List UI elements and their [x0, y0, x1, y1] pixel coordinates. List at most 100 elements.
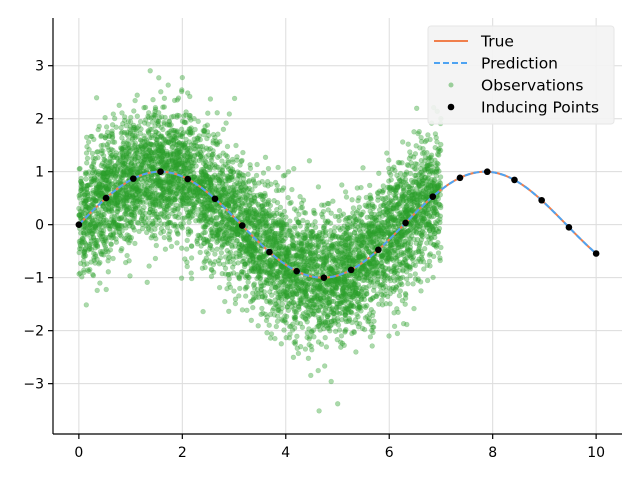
observation-point — [239, 157, 245, 164]
observation-point — [344, 246, 351, 252]
observation-point — [273, 323, 279, 330]
observation-point — [307, 248, 313, 254]
observation-point — [87, 222, 93, 228]
observation-point — [232, 300, 239, 307]
observation-point — [275, 164, 281, 171]
observation-point — [246, 243, 253, 249]
observation-point — [395, 221, 401, 227]
observation-point — [284, 313, 290, 320]
observation-point — [400, 139, 406, 145]
observation-point — [383, 301, 389, 307]
observation-point — [83, 242, 90, 248]
observation-point — [224, 247, 230, 254]
observation-point — [130, 140, 136, 147]
observation-point — [250, 178, 257, 184]
observation-point — [336, 207, 343, 214]
observation-point — [186, 154, 193, 161]
observation-point — [313, 302, 320, 308]
observation-point — [204, 175, 210, 182]
observation-point — [392, 255, 399, 261]
observation-point — [342, 277, 348, 283]
observation-point — [249, 259, 256, 266]
observation-point — [189, 243, 195, 250]
observation-point — [424, 161, 431, 167]
observation-point — [227, 254, 233, 260]
observation-point — [262, 208, 269, 215]
observation-point — [330, 310, 337, 317]
observation-point — [285, 249, 291, 255]
observation-point — [242, 234, 248, 240]
observation-point — [165, 82, 171, 88]
observation-point — [298, 280, 304, 286]
observation-point — [392, 185, 398, 191]
observation-point — [238, 210, 245, 216]
observation-point — [216, 261, 223, 267]
observation-point — [223, 196, 229, 202]
observation-point — [412, 172, 418, 179]
observation-point — [367, 208, 373, 215]
observation-point — [393, 238, 399, 244]
observation-point — [418, 254, 425, 260]
observation-point — [396, 282, 402, 288]
observation-point — [338, 300, 345, 306]
observation-point — [425, 166, 431, 173]
observation-point — [370, 309, 376, 315]
observation-point — [120, 162, 126, 168]
observation-point — [122, 259, 129, 266]
observation-point — [351, 230, 358, 236]
observation-point — [219, 219, 226, 225]
observation-point — [285, 169, 292, 175]
observation-point — [132, 97, 138, 104]
observation-point — [353, 349, 359, 355]
observation-point — [410, 179, 416, 186]
observation-point — [342, 296, 349, 302]
observation-point — [233, 142, 239, 149]
observation-point — [80, 258, 87, 264]
observation-point — [411, 195, 417, 202]
observation-point — [94, 287, 100, 294]
observation-point — [304, 227, 311, 234]
observation-point — [387, 301, 393, 307]
observation-point — [231, 207, 238, 213]
observation-point — [110, 171, 116, 178]
observation-point — [113, 193, 119, 199]
observation-point — [330, 232, 336, 238]
observation-point — [303, 293, 309, 300]
observation-point — [245, 233, 251, 239]
observation-point — [245, 279, 251, 285]
observation-point — [366, 236, 372, 242]
observation-point — [393, 236, 399, 242]
observation-point — [278, 263, 285, 270]
observation-point — [248, 317, 255, 323]
observation-point — [141, 204, 147, 211]
observation-point — [330, 298, 337, 304]
observation-point — [174, 230, 181, 236]
observation-point — [254, 231, 260, 237]
observation-point — [366, 260, 373, 266]
observation-point — [173, 142, 179, 148]
observation-point — [340, 264, 347, 270]
observation-point — [178, 187, 185, 193]
observation-point — [108, 200, 115, 206]
observation-point — [112, 173, 119, 179]
observation-point — [339, 182, 345, 188]
observation-point — [156, 217, 163, 223]
observation-point — [165, 139, 172, 146]
observation-point — [346, 283, 352, 290]
observation-point — [346, 243, 352, 249]
observation-point — [181, 215, 188, 221]
observation-point — [207, 146, 214, 152]
observation-point — [256, 219, 263, 225]
observation-point — [211, 218, 217, 225]
observation-point — [113, 124, 119, 130]
observation-point — [370, 256, 376, 262]
observation-point — [172, 179, 178, 185]
observation-point — [234, 154, 240, 160]
observation-point — [116, 216, 122, 222]
observation-point — [434, 139, 440, 145]
observation-point — [386, 178, 392, 184]
observation-point — [195, 151, 201, 158]
observation-point — [123, 208, 129, 215]
observation-point — [351, 214, 357, 220]
observation-point — [143, 191, 149, 197]
